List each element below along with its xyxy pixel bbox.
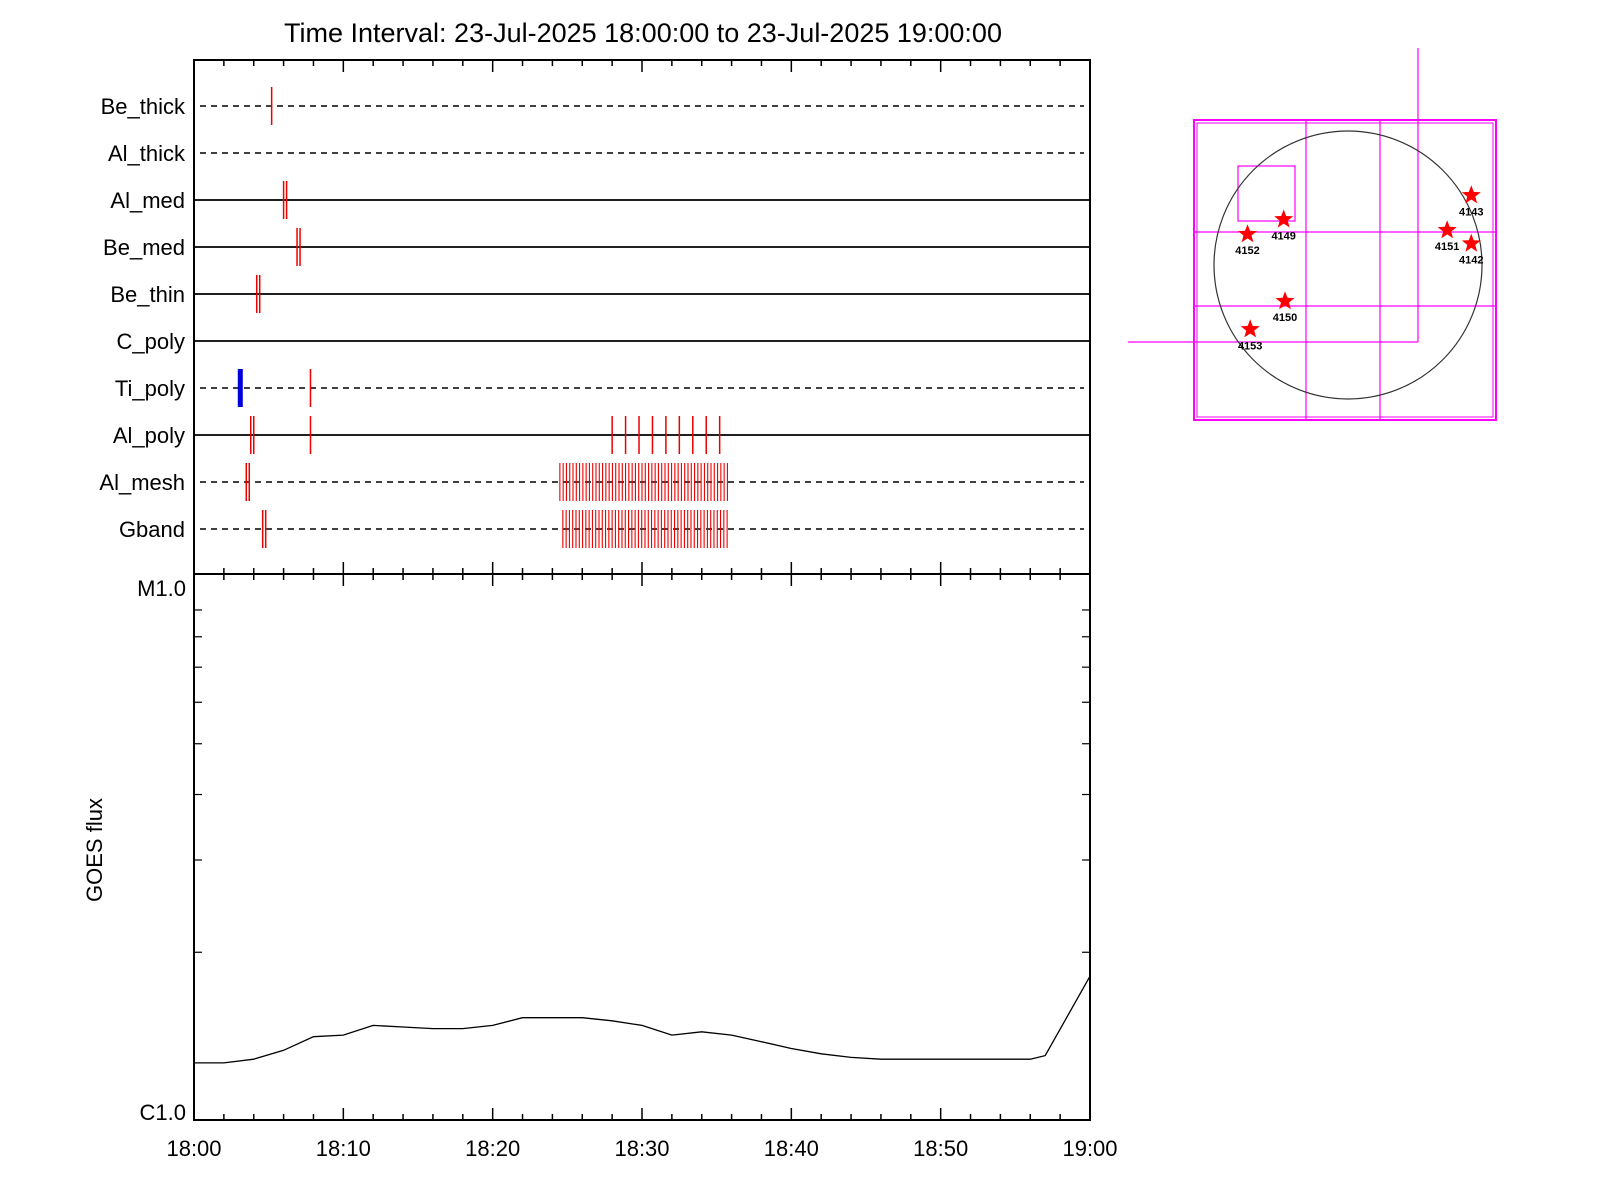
event-row-label: Al_med	[110, 188, 185, 213]
event-row-al_thick: Al_thick	[108, 141, 1084, 166]
star-marker	[1238, 224, 1257, 243]
goes-xtick-labels: 18:00 18:10 18:20 18:30 18:40 18:50 19:00	[166, 1136, 1117, 1161]
active-region-4153: 4153	[1238, 319, 1262, 352]
goes-panel: M1.0 C1.0 GOES flux 18:00 18:10 18:20 18:30…	[82, 573, 1118, 1161]
x-tick-label: 18:40	[764, 1136, 819, 1161]
active-region-4150: 4150	[1273, 291, 1297, 324]
active-region-4142: 4142	[1459, 233, 1484, 267]
goes-ylabel: GOES flux	[82, 798, 107, 902]
goes-ytick-bottom: C1.0	[140, 1100, 186, 1125]
event-row-label: C_poly	[117, 329, 185, 354]
event-row-be_thin: Be_thin	[110, 275, 1090, 313]
event-row-label: Al_mesh	[99, 470, 185, 495]
event-row-label: Al_thick	[108, 141, 186, 166]
goes-ytick-top: M1.0	[137, 576, 186, 601]
active-region-4149: 4149	[1271, 209, 1296, 242]
x-tick-label: 18:50	[913, 1136, 968, 1161]
star-marker	[1275, 291, 1295, 310]
event-row-al_med: Al_med	[110, 181, 1090, 219]
active-region-label: 4152	[1235, 245, 1259, 257]
event-panel: Be_thick Al_thick Al_med Be_med Be_thin C_pol…	[99, 59, 1091, 575]
event-row-ti_poly: Ti_poly	[115, 369, 1084, 407]
active-region-4151: 4151	[1435, 220, 1459, 253]
active-region-4152: 4152	[1235, 224, 1260, 257]
x-tick-label: 18:00	[166, 1136, 221, 1161]
map-small-box	[1237, 165, 1296, 222]
active-region-label: 4151	[1435, 241, 1459, 253]
active-region-label: 4142	[1459, 255, 1483, 267]
event-row-label: Al_poly	[113, 423, 185, 448]
map-outer-box	[1193, 119, 1497, 421]
event-row-gband: Gband	[119, 510, 1084, 548]
star-marker	[1437, 220, 1457, 239]
star-marker	[1240, 319, 1260, 338]
active-region-label: 4149	[1271, 230, 1295, 242]
event-row-label: Ti_poly	[115, 376, 185, 401]
goes-panel-ticks	[193, 574, 1091, 1120]
goes-panel-frame	[193, 573, 1091, 1121]
x-tick-label: 18:30	[614, 1136, 669, 1161]
x-tick-label: 19:00	[1062, 1136, 1117, 1161]
event-rows: Be_thick Al_thick Al_med Be_med Be_thin C_pol…	[99, 87, 1090, 548]
solar-disk	[1213, 130, 1483, 400]
star-marker	[1461, 185, 1481, 204]
x-tick-label: 18:20	[465, 1136, 520, 1161]
event-row-c_poly: C_poly	[117, 329, 1090, 354]
active-region-label: 4143	[1459, 206, 1483, 218]
event-row-al_poly: Al_poly	[113, 416, 1090, 454]
event-row-label: Be_thick	[101, 94, 186, 119]
active-region-4143: 4143	[1459, 185, 1484, 218]
active-region-label: 4150	[1273, 312, 1297, 324]
event-row-label: Be_med	[103, 235, 185, 260]
event-row-al_mesh: Al_mesh	[99, 463, 1084, 501]
goes-flux-line	[194, 975, 1091, 1064]
event-panel-ticks	[193, 60, 1091, 574]
x-tick-label: 18:10	[316, 1136, 371, 1161]
event-row-label: Gband	[119, 517, 185, 542]
map-outer-box-inner	[1196, 122, 1494, 418]
active-region-label: 4153	[1238, 340, 1262, 352]
star-marker	[1461, 233, 1481, 252]
event-row-be_med: Be_med	[103, 228, 1090, 266]
event-row-label: Be_thin	[110, 282, 185, 307]
star-marker	[1274, 209, 1294, 228]
event-row-be_thick: Be_thick	[101, 87, 1084, 125]
chart-title: Time Interval: 23-Jul-2025 18:00:00 to 2…	[284, 18, 1002, 48]
